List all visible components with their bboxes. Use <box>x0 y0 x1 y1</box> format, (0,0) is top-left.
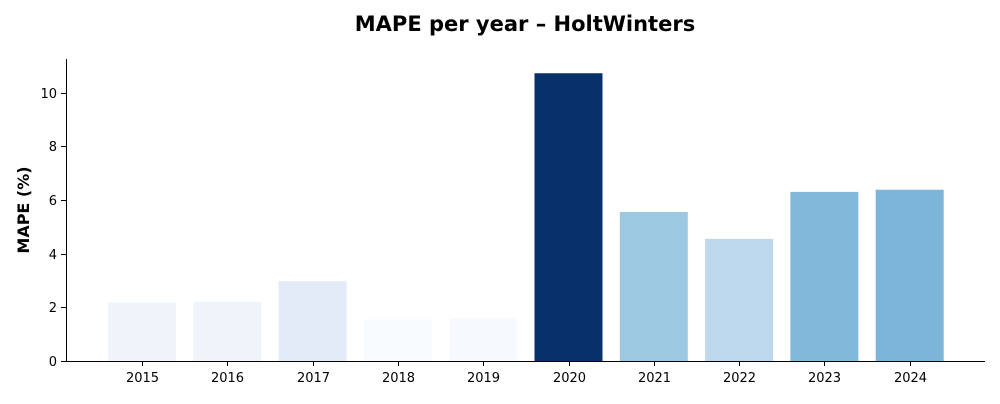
bar-2021 <box>619 212 688 361</box>
y-tick-label: 8 <box>49 140 57 155</box>
y-tick-label: 10 <box>40 87 57 102</box>
y-tick-label: 0 <box>49 355 57 370</box>
bar-2024 <box>875 189 944 361</box>
x-tick-label: 2021 <box>638 371 671 386</box>
y-tick-label: 4 <box>49 248 57 263</box>
bar-2023 <box>790 191 859 361</box>
bar-2018 <box>363 319 432 361</box>
y-tick-label: 2 <box>49 301 57 316</box>
bar-2022 <box>705 238 774 361</box>
bar-2015 <box>108 302 176 361</box>
x-tick-label: 2019 <box>467 371 500 386</box>
x-tick-label: 2023 <box>808 371 841 386</box>
x-tick-label: 2015 <box>126 371 159 386</box>
y-tick-label: 6 <box>49 194 57 209</box>
chart-title: MAPE per year – HoltWinters <box>355 12 695 36</box>
x-tick-label: 2016 <box>211 371 244 386</box>
bar-2016 <box>193 301 262 361</box>
x-tick-label: 2020 <box>553 371 586 386</box>
y-axis-label: MAPE (%) <box>14 166 33 253</box>
bar-2020 <box>534 73 603 361</box>
x-tick-label: 2018 <box>382 371 415 386</box>
axes-group: 0 2 4 6 8 10 2015 2016 2017 2018 2019 2020 2021 2022 2… <box>40 59 985 386</box>
bar-2019 <box>449 318 518 361</box>
x-tick-label: 2022 <box>723 371 756 386</box>
x-tick-label: 2024 <box>894 371 927 386</box>
x-tick-label: 2017 <box>297 371 330 386</box>
bar-2017 <box>278 281 347 361</box>
bars-group <box>108 73 944 361</box>
